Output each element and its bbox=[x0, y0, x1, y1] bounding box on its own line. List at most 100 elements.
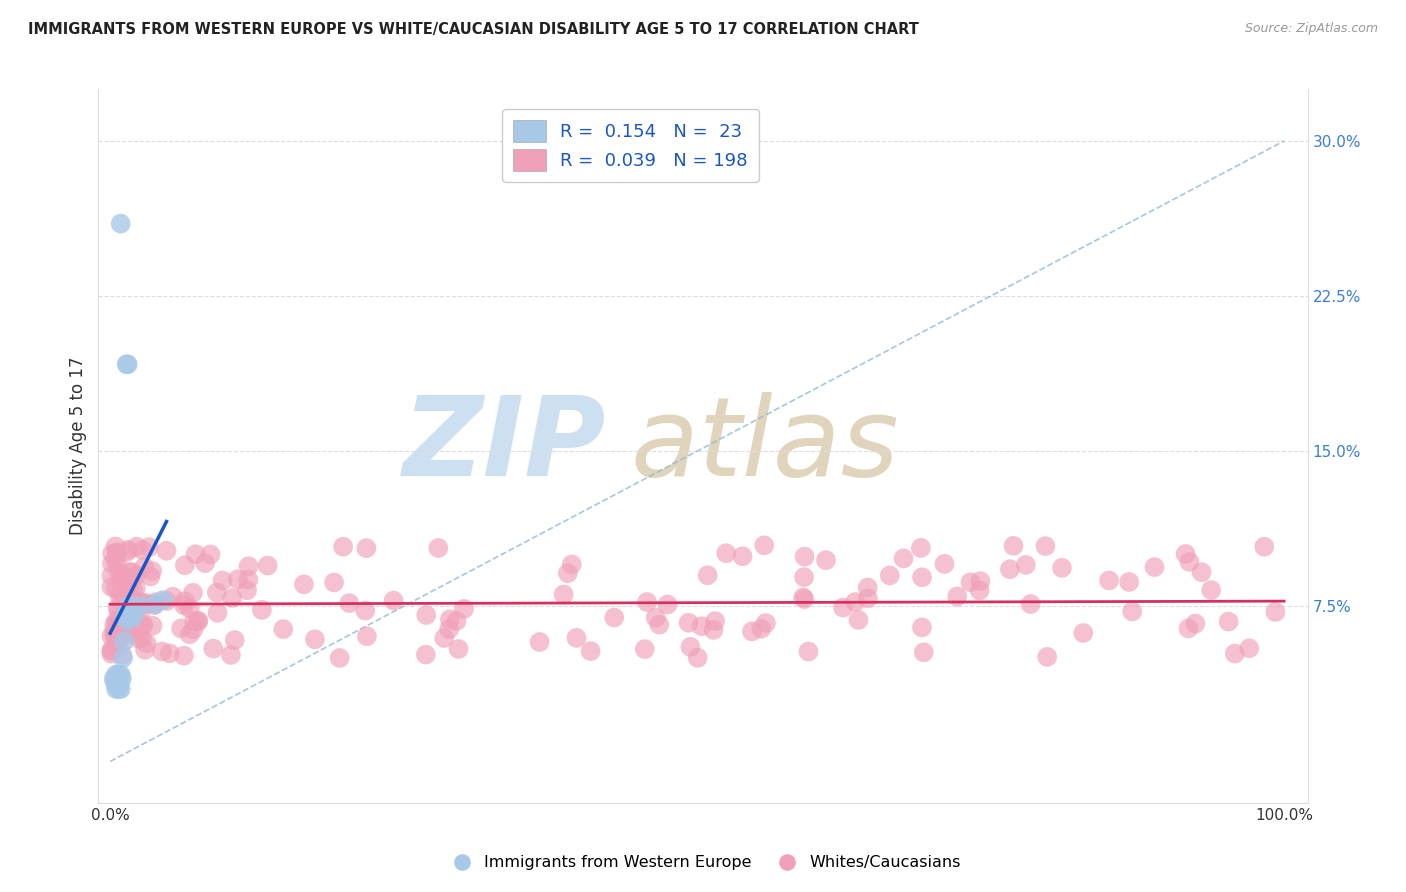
Point bbox=[105, 676, 128, 690]
Point bbox=[1015, 558, 1038, 572]
Point bbox=[792, 591, 814, 605]
Point bbox=[1036, 649, 1059, 664]
Point bbox=[111, 648, 134, 662]
Point bbox=[337, 596, 360, 610]
Point bbox=[107, 557, 129, 571]
Point bbox=[702, 623, 724, 637]
Point bbox=[143, 598, 166, 612]
Point bbox=[793, 549, 815, 564]
Point bbox=[101, 557, 124, 571]
Point bbox=[634, 642, 657, 657]
Point bbox=[104, 630, 127, 644]
Point bbox=[100, 568, 122, 582]
Point bbox=[110, 681, 132, 696]
Point bbox=[105, 672, 128, 686]
Point bbox=[159, 646, 181, 660]
Point bbox=[112, 651, 135, 665]
Point bbox=[135, 597, 157, 611]
Point bbox=[323, 575, 346, 590]
Point bbox=[162, 590, 184, 604]
Point bbox=[103, 617, 125, 632]
Text: ZIP: ZIP bbox=[402, 392, 606, 500]
Point bbox=[104, 628, 127, 642]
Point bbox=[453, 602, 475, 616]
Point bbox=[135, 636, 157, 650]
Point bbox=[112, 570, 135, 584]
Point bbox=[1177, 622, 1199, 636]
Point bbox=[112, 634, 135, 648]
Point bbox=[134, 560, 156, 574]
Point bbox=[1223, 647, 1246, 661]
Point bbox=[200, 548, 222, 562]
Point bbox=[125, 568, 148, 582]
Point bbox=[143, 595, 166, 609]
Point bbox=[120, 573, 142, 587]
Point bbox=[141, 564, 163, 578]
Point bbox=[141, 618, 163, 632]
Point bbox=[1035, 539, 1057, 553]
Point bbox=[104, 676, 127, 690]
Point bbox=[112, 624, 135, 639]
Point bbox=[832, 600, 855, 615]
Point bbox=[110, 667, 132, 681]
Point bbox=[1253, 540, 1275, 554]
Point bbox=[107, 601, 129, 615]
Point bbox=[117, 583, 139, 598]
Point bbox=[122, 609, 145, 624]
Point bbox=[111, 672, 134, 686]
Point bbox=[354, 604, 377, 618]
Point bbox=[332, 540, 354, 554]
Point bbox=[1019, 597, 1042, 611]
Point bbox=[678, 615, 700, 630]
Point bbox=[100, 580, 122, 594]
Point bbox=[104, 540, 127, 554]
Point bbox=[183, 614, 205, 628]
Point bbox=[150, 644, 173, 658]
Point bbox=[236, 583, 259, 598]
Point bbox=[557, 566, 579, 581]
Point bbox=[271, 622, 294, 636]
Point bbox=[108, 585, 131, 599]
Point bbox=[118, 566, 141, 580]
Point bbox=[115, 578, 138, 592]
Point bbox=[156, 594, 179, 608]
Point bbox=[101, 547, 124, 561]
Point bbox=[356, 541, 378, 556]
Point bbox=[221, 591, 243, 605]
Point bbox=[138, 540, 160, 554]
Point bbox=[704, 614, 727, 628]
Point bbox=[969, 583, 991, 598]
Point bbox=[114, 574, 136, 588]
Point bbox=[1002, 539, 1025, 553]
Point bbox=[110, 572, 132, 586]
Point bbox=[117, 611, 139, 625]
Point bbox=[108, 566, 131, 581]
Point bbox=[115, 606, 138, 620]
Point bbox=[107, 604, 129, 618]
Point bbox=[439, 612, 461, 626]
Point bbox=[304, 632, 326, 647]
Point bbox=[553, 588, 575, 602]
Point bbox=[108, 619, 131, 633]
Point bbox=[1178, 555, 1201, 569]
Point bbox=[132, 596, 155, 610]
Point bbox=[132, 618, 155, 632]
Point bbox=[741, 624, 763, 639]
Point bbox=[117, 357, 139, 371]
Point bbox=[110, 217, 132, 231]
Point bbox=[120, 606, 142, 620]
Point bbox=[104, 582, 127, 596]
Point bbox=[105, 614, 128, 628]
Point bbox=[115, 357, 138, 371]
Point bbox=[128, 599, 150, 614]
Point bbox=[174, 594, 197, 608]
Point bbox=[155, 543, 177, 558]
Point bbox=[105, 640, 128, 654]
Point bbox=[415, 648, 437, 662]
Point bbox=[117, 589, 139, 603]
Point bbox=[1264, 605, 1286, 619]
Point bbox=[1218, 615, 1240, 629]
Point bbox=[202, 641, 225, 656]
Point bbox=[114, 625, 136, 640]
Point bbox=[329, 651, 352, 665]
